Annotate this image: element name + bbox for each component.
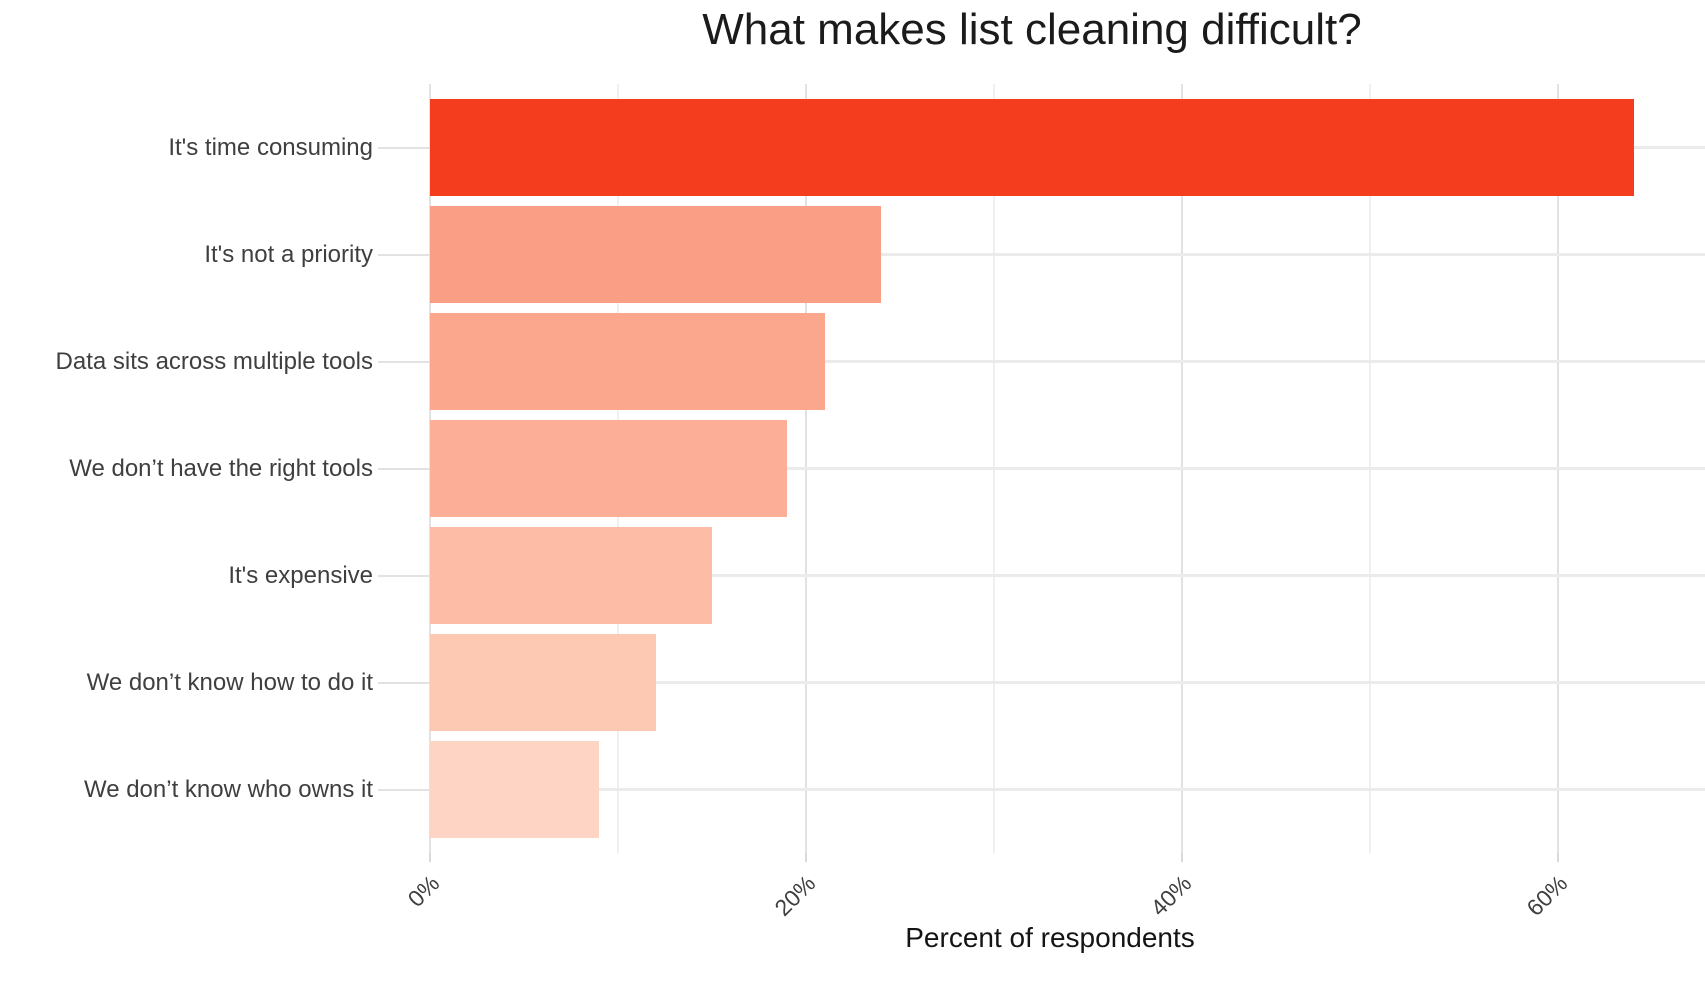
bar-rows bbox=[430, 84, 1705, 853]
y-label-row: It's time consuming bbox=[0, 94, 430, 201]
bar-row bbox=[430, 308, 1705, 415]
bar-not-a-priority bbox=[430, 206, 882, 303]
category-gridline bbox=[430, 573, 1705, 577]
x-axis-tick bbox=[1557, 853, 1560, 862]
bar-row bbox=[430, 94, 1705, 201]
category-label: We don’t know who owns it bbox=[83, 775, 373, 803]
x-axis-tick bbox=[805, 853, 808, 862]
bar-no-right-tools bbox=[430, 420, 788, 517]
category-label: Data sits across multiple tools bbox=[55, 347, 373, 375]
bar-data-across-tools bbox=[430, 313, 825, 410]
bar-expensive bbox=[430, 527, 713, 624]
bar-dont-know-owner bbox=[430, 741, 600, 838]
category-gridline bbox=[430, 252, 1705, 256]
bar-row bbox=[430, 629, 1705, 736]
y-axis-tick bbox=[378, 467, 430, 470]
x-axis-tick bbox=[1181, 853, 1184, 862]
y-axis-tick bbox=[378, 574, 430, 577]
y-axis-tick bbox=[378, 360, 430, 363]
y-label-row: It's expensive bbox=[0, 522, 430, 629]
y-axis-tick bbox=[378, 788, 430, 791]
plot-panel bbox=[429, 84, 1705, 853]
category-label: We don’t have the right tools bbox=[69, 454, 373, 482]
x-tick-label: 60% bbox=[1521, 870, 1573, 921]
x-tick-label: 0% bbox=[402, 870, 445, 912]
x-axis-ticks bbox=[429, 853, 1705, 862]
y-label-row: We don’t know how to do it bbox=[0, 629, 430, 736]
y-label-row: We don’t know who owns it bbox=[0, 736, 430, 843]
category-label: It's expensive bbox=[228, 561, 373, 589]
bar-row bbox=[430, 736, 1705, 843]
x-tick-label: 20% bbox=[769, 870, 821, 921]
category-gridline bbox=[430, 680, 1705, 684]
category-label: We don’t know how to do it bbox=[86, 668, 373, 696]
x-axis-title: Percent of respondents bbox=[905, 922, 1195, 953]
y-axis-tick bbox=[378, 253, 430, 256]
category-gridline bbox=[430, 787, 1705, 791]
category-label: It's time consuming bbox=[168, 133, 373, 161]
bar-time-consuming bbox=[430, 99, 1634, 196]
bar-row bbox=[430, 201, 1705, 308]
bar-dont-know-how bbox=[430, 634, 656, 731]
x-axis-tick bbox=[429, 853, 431, 862]
y-axis-tick bbox=[378, 681, 430, 684]
bar-row bbox=[430, 522, 1705, 629]
y-label-row: Data sits across multiple tools bbox=[0, 308, 430, 415]
bar-row bbox=[430, 415, 1705, 522]
y-axis-tick bbox=[378, 146, 430, 149]
y-label-row: It's not a priority bbox=[0, 201, 430, 308]
category-label: It's not a priority bbox=[204, 240, 373, 268]
chart-title: What makes list cleaning difficult? bbox=[702, 5, 1362, 54]
y-axis-labels: It's time consuming It's not a priority … bbox=[0, 84, 430, 843]
y-label-row: We don’t have the right tools bbox=[0, 415, 430, 522]
category-gridline bbox=[430, 359, 1705, 363]
category-gridline bbox=[430, 466, 1705, 470]
